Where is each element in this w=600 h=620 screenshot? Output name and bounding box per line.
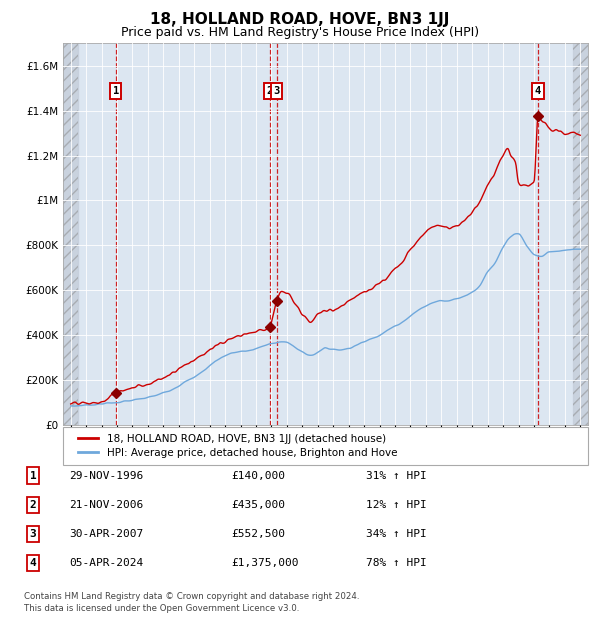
Text: £140,000: £140,000 bbox=[231, 471, 285, 480]
Bar bbox=[63, 0, 79, 425]
Text: 05-APR-2024: 05-APR-2024 bbox=[69, 558, 143, 568]
Text: 4: 4 bbox=[535, 86, 541, 96]
Bar bbox=[572, 0, 588, 425]
Text: 34% ↑ HPI: 34% ↑ HPI bbox=[366, 529, 427, 539]
FancyBboxPatch shape bbox=[63, 427, 588, 465]
Text: 2: 2 bbox=[29, 500, 37, 510]
Text: £435,000: £435,000 bbox=[231, 500, 285, 510]
Text: 2: 2 bbox=[266, 86, 273, 96]
Text: 1: 1 bbox=[113, 86, 119, 96]
Text: Contains HM Land Registry data © Crown copyright and database right 2024.
This d: Contains HM Land Registry data © Crown c… bbox=[24, 591, 359, 613]
Legend: 18, HOLLAND ROAD, HOVE, BN3 1JJ (detached house), HPI: Average price, detached h: 18, HOLLAND ROAD, HOVE, BN3 1JJ (detache… bbox=[73, 430, 401, 462]
Text: 30-APR-2007: 30-APR-2007 bbox=[69, 529, 143, 539]
Text: 18, HOLLAND ROAD, HOVE, BN3 1JJ: 18, HOLLAND ROAD, HOVE, BN3 1JJ bbox=[151, 12, 449, 27]
Text: 21-NOV-2006: 21-NOV-2006 bbox=[69, 500, 143, 510]
Text: 78% ↑ HPI: 78% ↑ HPI bbox=[366, 558, 427, 568]
Text: 3: 3 bbox=[274, 86, 280, 96]
Text: 1: 1 bbox=[29, 471, 37, 480]
Text: Price paid vs. HM Land Registry's House Price Index (HPI): Price paid vs. HM Land Registry's House … bbox=[121, 26, 479, 39]
Text: £1,375,000: £1,375,000 bbox=[231, 558, 299, 568]
Text: 3: 3 bbox=[29, 529, 37, 539]
Text: 12% ↑ HPI: 12% ↑ HPI bbox=[366, 500, 427, 510]
Text: 29-NOV-1996: 29-NOV-1996 bbox=[69, 471, 143, 480]
Text: 4: 4 bbox=[29, 558, 37, 568]
Text: 31% ↑ HPI: 31% ↑ HPI bbox=[366, 471, 427, 480]
Text: £552,500: £552,500 bbox=[231, 529, 285, 539]
